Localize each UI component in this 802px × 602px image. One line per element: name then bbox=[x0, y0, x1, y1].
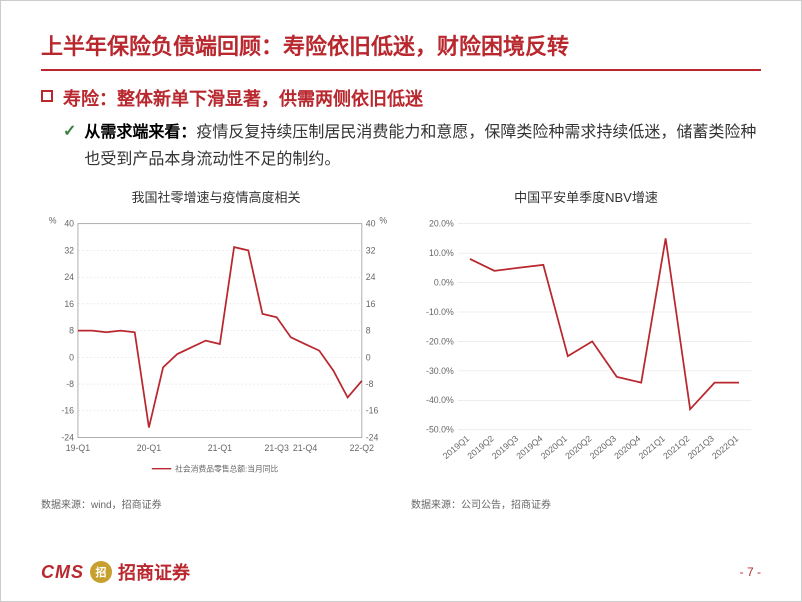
svg-text:-8: -8 bbox=[366, 379, 374, 389]
subtitle-text: 寿险：整体新单下滑显著，供需两侧依旧低迷 bbox=[63, 85, 423, 111]
svg-text:-16: -16 bbox=[61, 406, 74, 416]
svg-text:2020Q1: 2020Q1 bbox=[539, 434, 569, 462]
svg-text:40: 40 bbox=[366, 219, 376, 229]
logo-coin-icon: 招 bbox=[90, 561, 112, 583]
svg-text:21-Q1: 21-Q1 bbox=[208, 444, 232, 454]
svg-text:2021Q1: 2021Q1 bbox=[637, 434, 667, 462]
body-paragraph: ✓ 从需求端来看：疫情反复持续压制居民消费能力和意愿，保障类险种需求持续低迷，储… bbox=[41, 119, 761, 173]
svg-text:-20.0%: -20.0% bbox=[426, 337, 454, 347]
svg-text:24: 24 bbox=[64, 272, 74, 282]
logo-cms: CMS bbox=[41, 562, 84, 583]
page-number: - 7 - bbox=[740, 565, 761, 579]
svg-text:2020Q4: 2020Q4 bbox=[612, 434, 642, 462]
square-bullet-icon bbox=[41, 90, 53, 102]
svg-text:20-Q1: 20-Q1 bbox=[137, 444, 161, 454]
left-chart: 我国社零增速与疫情高度相关 -24 -24 -16 -16 -8 -8 0 0 8 8 16 16 24… bbox=[41, 187, 391, 511]
right-chart-svg: -50.0% -40.0% -30.0% -20.0% -10.0% 0.0% 10.0% 2… bbox=[411, 212, 761, 492]
svg-text:社会消费品零售总额:当月同比: 社会消费品零售总额:当月同比 bbox=[175, 464, 278, 474]
svg-text:32: 32 bbox=[64, 246, 74, 256]
svg-text:2021Q3: 2021Q3 bbox=[686, 434, 716, 462]
body-text: 从需求端来看：疫情反复持续压制居民消费能力和意愿，保障类险种需求持续低迷，储蓄类… bbox=[84, 119, 761, 173]
svg-text:32: 32 bbox=[366, 246, 376, 256]
svg-text:2019Q2: 2019Q2 bbox=[465, 434, 495, 462]
right-chart: 中国平安单季度NBV增速 -50.0% -40.0% -30.0% -20.0% -10… bbox=[411, 187, 761, 511]
svg-text:40: 40 bbox=[64, 219, 74, 229]
svg-text:2019Q3: 2019Q3 bbox=[490, 434, 520, 462]
svg-text:16: 16 bbox=[366, 299, 376, 309]
svg-text:-16: -16 bbox=[366, 406, 379, 416]
svg-text:2019Q4: 2019Q4 bbox=[514, 434, 544, 462]
svg-text:2020Q3: 2020Q3 bbox=[588, 434, 618, 462]
svg-text:2020Q2: 2020Q2 bbox=[563, 434, 593, 462]
svg-text:-10.0%: -10.0% bbox=[426, 307, 454, 317]
svg-text:-24: -24 bbox=[366, 433, 379, 443]
svg-text:-50.0%: -50.0% bbox=[426, 425, 454, 435]
svg-text:-24: -24 bbox=[61, 433, 74, 443]
svg-text:0: 0 bbox=[366, 353, 371, 363]
svg-text:2019Q1: 2019Q1 bbox=[441, 434, 471, 462]
svg-text:8: 8 bbox=[366, 326, 371, 336]
subtitle-row: 寿险：整体新单下滑显著，供需两侧依旧低迷 bbox=[41, 85, 761, 111]
page-title: 上半年保险负债端回顾：寿险依旧低迷，财险困境反转 bbox=[41, 29, 761, 71]
svg-text:2021Q2: 2021Q2 bbox=[661, 434, 691, 462]
svg-text:0: 0 bbox=[69, 353, 74, 363]
svg-text:19-Q1: 19-Q1 bbox=[66, 444, 90, 454]
svg-text:%: % bbox=[379, 216, 387, 226]
svg-text:20.0%: 20.0% bbox=[429, 219, 454, 229]
left-chart-source: 数据来源：wind，招商证券 bbox=[41, 496, 391, 511]
svg-text:21-Q4: 21-Q4 bbox=[293, 444, 317, 454]
logo: CMS 招 招商证券 bbox=[41, 559, 190, 585]
svg-text:-40.0%: -40.0% bbox=[426, 396, 454, 406]
svg-text:2022Q1: 2022Q1 bbox=[710, 434, 740, 462]
svg-text:21-Q3: 21-Q3 bbox=[265, 444, 289, 454]
svg-text:16: 16 bbox=[64, 299, 74, 309]
logo-cn-text: 招商证券 bbox=[118, 559, 190, 585]
svg-text:8: 8 bbox=[69, 326, 74, 336]
svg-text:-8: -8 bbox=[66, 379, 74, 389]
footer: CMS 招 招商证券 - 7 - bbox=[41, 559, 761, 585]
charts-container: 我国社零增速与疫情高度相关 -24 -24 -16 -16 -8 -8 0 0 8 8 16 16 24… bbox=[41, 187, 761, 511]
svg-text:10.0%: 10.0% bbox=[429, 248, 454, 258]
svg-text:%: % bbox=[49, 216, 57, 226]
check-icon: ✓ bbox=[63, 121, 76, 141]
left-chart-title: 我国社零增速与疫情高度相关 bbox=[41, 187, 391, 206]
left-chart-svg: -24 -24 -16 -16 -8 -8 0 0 8 8 16 16 24 24 32 32 40 40%% 19… bbox=[41, 212, 391, 492]
svg-text:-30.0%: -30.0% bbox=[426, 366, 454, 376]
svg-text:0.0%: 0.0% bbox=[434, 278, 454, 288]
svg-text:24: 24 bbox=[366, 272, 376, 282]
right-chart-source: 数据来源：公司公告，招商证券 bbox=[411, 496, 761, 511]
right-chart-title: 中国平安单季度NBV增速 bbox=[411, 187, 761, 206]
svg-text:22-Q2: 22-Q2 bbox=[350, 444, 374, 454]
body-bold: 从需求端来看： bbox=[84, 124, 196, 141]
